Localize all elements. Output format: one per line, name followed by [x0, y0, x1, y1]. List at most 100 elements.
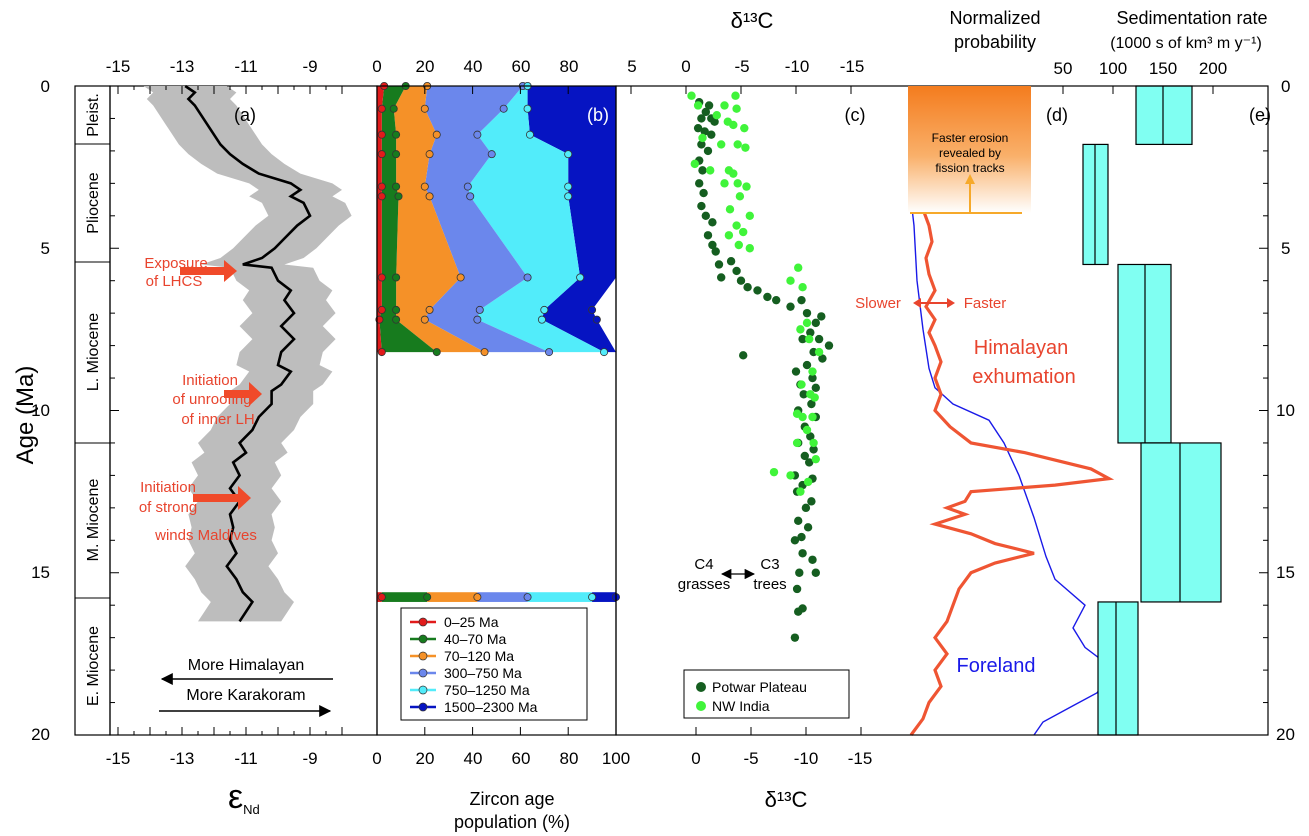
- arrow-exposure: [180, 260, 237, 282]
- panel-a-xtick-b3: -11: [234, 749, 257, 768]
- slower-arrowhead: [913, 298, 921, 308]
- potwar-point-41: [802, 360, 812, 370]
- panel-d-label: (d): [1046, 105, 1068, 125]
- nwindia-point-38: [810, 393, 819, 402]
- panel-e-top-label-2: (1000 s of km³ m y⁻¹): [1110, 35, 1262, 52]
- right-age-tick-20: 20: [1276, 725, 1295, 744]
- epoch-late-miocene: L. Miocene: [85, 313, 102, 391]
- potwar-point-20: [711, 247, 720, 256]
- panel-c-plot: [687, 91, 834, 642]
- potwar-point-19: [708, 240, 717, 250]
- nwindia-point-9: [698, 133, 707, 143]
- zircon-sample2-seg-1: [381, 592, 428, 602]
- potwar-point-21: [714, 260, 724, 269]
- nwindia-point-33: [805, 334, 814, 344]
- nwindia-point-32: [796, 325, 805, 334]
- age-axis-label: Age (Ma): [12, 366, 39, 465]
- potwar-point-2: [704, 101, 714, 110]
- panel-e-plot: [1082, 85, 1222, 736]
- zircon-point-8-2: [420, 315, 429, 324]
- zircon-point-7-5: [588, 305, 597, 314]
- legend-label-0: 0–25 Ma: [444, 614, 499, 630]
- zircon-point-7-4: [540, 305, 549, 314]
- c4-c3-indicator: C4 grasses C3 trees: [678, 556, 787, 593]
- panel-c-xlabel: δ¹³C: [765, 787, 808, 812]
- potwar-point-10: [703, 146, 713, 156]
- fission-text-2: revealed by: [939, 146, 1001, 160]
- nwindia-point-44: [809, 438, 818, 448]
- panel-b-xtick-0: 0: [372, 57, 381, 76]
- panel-e-xtick-50: 50: [1054, 59, 1073, 78]
- zircon-sample2-seg-2: [427, 592, 478, 602]
- age-tick-20: 20: [31, 725, 50, 744]
- zircon-point-1-3: [499, 104, 508, 113]
- potwar-point-22: [717, 273, 726, 282]
- panel-b-xtick-b40: 40: [464, 749, 483, 768]
- zircon-point-2-4: [525, 130, 534, 139]
- panel-b-xtick-b60: 60: [512, 749, 531, 768]
- nwindia-point-34: [814, 347, 824, 357]
- panel-c-xtick-top-m5: -5: [734, 57, 749, 76]
- nwindia-point-25: [724, 231, 734, 240]
- zircon-point-1-0: [377, 104, 386, 113]
- panel-b-xtick-b20: 20: [416, 749, 435, 768]
- age-tick-15: 15: [31, 563, 50, 582]
- potwar-point-15: [697, 201, 706, 211]
- potwar-point-60: [807, 497, 816, 506]
- panel-b-xtick-80: 80: [560, 57, 579, 76]
- panel-c-label: (c): [845, 105, 866, 125]
- panel-e-xtick-100: 100: [1099, 59, 1127, 78]
- zircon-point-6-4: [576, 273, 585, 282]
- faster-label: Faster: [964, 295, 1007, 312]
- potwar-point-69: [811, 568, 820, 577]
- panel-c-xtick-b0: 0: [691, 749, 700, 768]
- faster-arrowhead: [947, 298, 955, 308]
- zircon-point-9-0: [377, 348, 386, 357]
- zircon-point-9-4: [600, 348, 609, 357]
- potwar-point-24: [732, 266, 741, 276]
- nwindia-point-43: [792, 438, 802, 448]
- zircon-point-1-2: [420, 104, 429, 113]
- potwar-point-68: [795, 568, 804, 577]
- panel-b-xtick-b100: 100: [602, 749, 630, 768]
- zircon-point-4-2: [420, 182, 429, 191]
- right-age-tick-15: 15: [1276, 563, 1295, 582]
- legend-label-2: 70–120 Ma: [444, 648, 514, 664]
- zircon-point-3-1: [392, 150, 401, 159]
- potwar-point-8: [707, 130, 716, 139]
- legend-label-5: 1500–2300 Ma: [444, 699, 538, 715]
- panel-b-xtick-b0: 0: [372, 749, 381, 768]
- nwindia-point-14: [706, 166, 715, 175]
- epoch-pliocene: Pliocene: [85, 172, 102, 233]
- legend-nwindia-marker: [696, 701, 706, 711]
- legend-marker-2: [418, 651, 428, 661]
- potwar-point-36: [814, 334, 824, 344]
- nwindia-point-48: [803, 477, 813, 487]
- more-karakoram-label: More Karakoram: [186, 687, 305, 704]
- potwar-point-30: [786, 302, 795, 311]
- potwar-point-61: [801, 503, 811, 513]
- panel-c-top-label: δ¹³C: [731, 8, 774, 33]
- ann-initiation-2: Initiation: [140, 479, 196, 496]
- zircon-point-6-3: [523, 273, 532, 282]
- nwindia-point-22: [745, 211, 754, 220]
- age-tick-0: 0: [41, 77, 50, 96]
- potwar-point-67: [808, 555, 817, 564]
- zircon-point-1-4: [523, 104, 532, 113]
- potwar-point-45: [811, 383, 820, 392]
- panel-e-xtick-200: 200: [1199, 59, 1227, 78]
- potwar-point-40: [818, 354, 827, 363]
- potwar-point-43: [808, 373, 817, 383]
- potwar-point-53: [809, 445, 818, 454]
- arrow-winds: [193, 486, 251, 510]
- nwindia-point-4: [732, 104, 741, 113]
- c3-trees-label: trees: [753, 576, 786, 593]
- potwar-point-35: [806, 328, 815, 337]
- nwindia-point-28: [794, 263, 803, 272]
- c3-label: C3: [760, 556, 779, 573]
- legend-label-4: 750–1250 Ma: [444, 682, 530, 698]
- potwar-point-25: [736, 276, 746, 285]
- zircon-s2-point-1: [423, 593, 432, 602]
- c4-grasses-label: grasses: [678, 576, 731, 593]
